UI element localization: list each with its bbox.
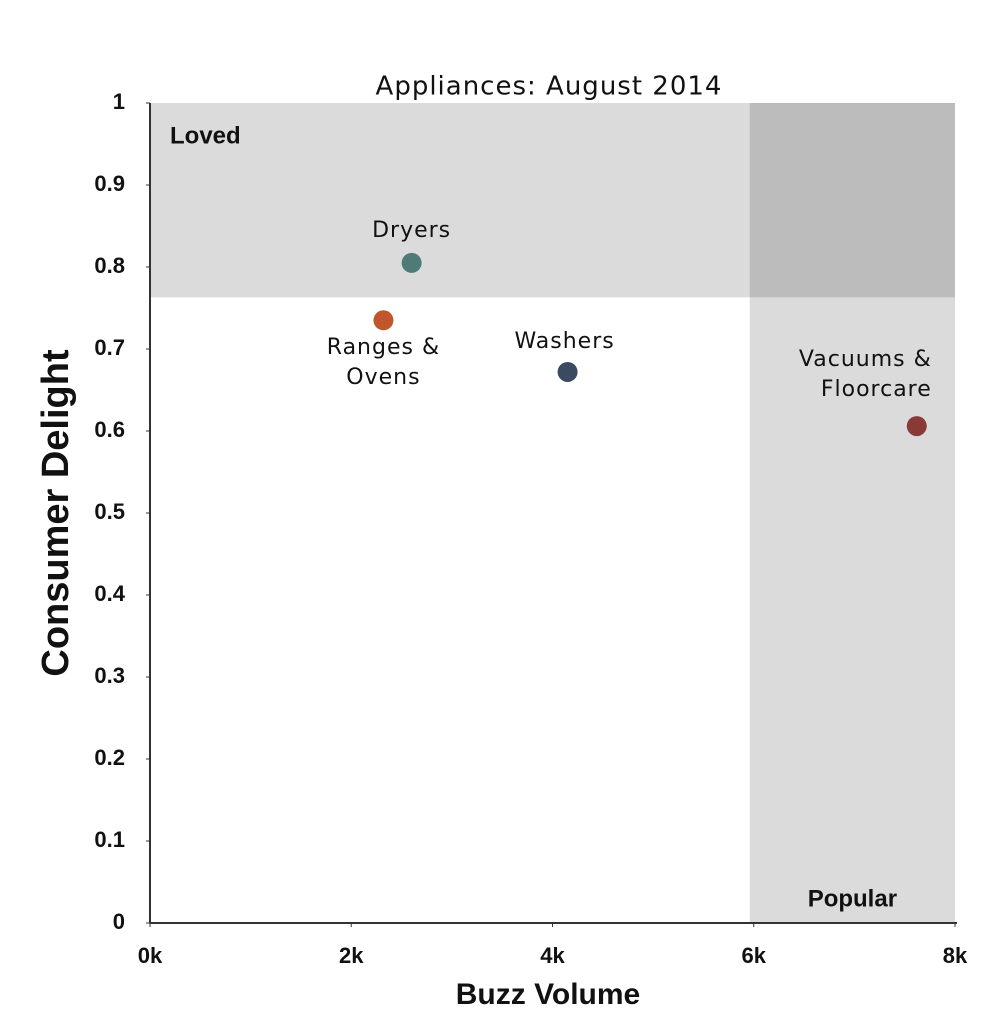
y-tick-label: 0.8 <box>94 253 125 278</box>
point <box>557 361 578 382</box>
y-tick-label: 0.1 <box>94 827 125 852</box>
y-tick-label: 0.4 <box>94 581 125 606</box>
x-tick-label: 8k <box>943 943 968 968</box>
region-label: Loved <box>170 122 241 149</box>
point-label: Vacuums & Floorcare <box>798 347 932 403</box>
point <box>906 416 927 437</box>
x-tick-label: 6k <box>742 943 767 968</box>
point <box>373 310 394 331</box>
region-label: Popular <box>808 885 897 912</box>
point <box>401 252 422 273</box>
y-tick-label: 0.9 <box>94 171 125 196</box>
y-tick-label: 0.6 <box>94 417 125 442</box>
point-label: Washers <box>514 328 615 354</box>
region <box>749 103 955 923</box>
y-tick-label: 0.5 <box>94 499 125 524</box>
x-tick-label: 2k <box>339 943 364 968</box>
chart-title: Appliances: August 2014 <box>376 72 723 102</box>
x-axis-title: Buzz Volume <box>456 978 640 1011</box>
y-axis-title: Consumer Delight <box>35 349 77 677</box>
point-label: Dryers <box>372 217 452 243</box>
region <box>150 103 955 298</box>
point-label: Ranges & Ovens <box>326 335 441 391</box>
y-tick-label: 0.2 <box>94 745 125 770</box>
y-tick-label: 1 <box>113 89 125 114</box>
y-tick-label: 0.7 <box>94 335 125 360</box>
x-tick-label: 4k <box>540 943 565 968</box>
x-tick-label: 0k <box>138 943 163 968</box>
y-tick-label: 0.3 <box>94 663 125 688</box>
y-tick-label: 0 <box>113 909 125 934</box>
